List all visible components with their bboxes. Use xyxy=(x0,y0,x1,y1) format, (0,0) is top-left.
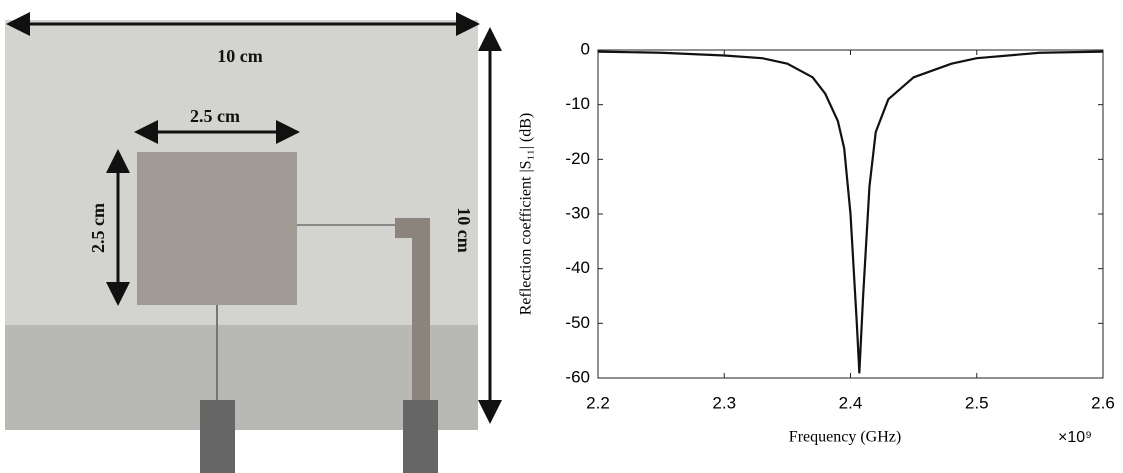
x-multiplier: ×10⁹ xyxy=(1058,429,1092,446)
y-tick-label: -20 xyxy=(565,149,590,168)
figure: 10 cm 2.5 cm 2.5 cm 10 cm Frequency (GHz… xyxy=(0,0,1123,473)
x-tick-label: 2.3 xyxy=(712,393,736,412)
x-axis-label: Frequency (GHz) xyxy=(789,429,901,446)
dimension-label: 2.5 cm xyxy=(190,106,240,126)
page: 10 cm 2.5 cm 2.5 cm 10 cm Frequency (GHz… xyxy=(0,0,1123,473)
y-tick-label: -40 xyxy=(565,258,590,277)
x-tick-label: 2.2 xyxy=(586,393,610,412)
x-tick-label: 2.4 xyxy=(839,393,863,412)
x-tick-label: 2.5 xyxy=(965,393,989,412)
patch xyxy=(137,152,297,305)
y-tick-label: -60 xyxy=(565,367,590,386)
y-tick-label: -30 xyxy=(565,203,590,222)
dimension-label: 10 cm xyxy=(217,46,262,66)
x-tick-label: 2.6 xyxy=(1091,393,1115,412)
connector xyxy=(200,400,235,473)
dimension-label: 2.5 cm xyxy=(88,203,108,253)
y-tick-label: -10 xyxy=(565,94,590,113)
connector xyxy=(403,400,438,473)
y-axis-label: Reflection coefficient |S₁₁| (dB) xyxy=(518,113,535,316)
y-tick-label: 0 xyxy=(581,39,590,58)
antenna-photo: 10 cm 2.5 cm 2.5 cm 10 cm xyxy=(5,20,490,473)
strip xyxy=(412,225,430,405)
dimension-label: 10 cm xyxy=(454,207,474,252)
data-line xyxy=(598,52,1103,373)
y-tick-label: -50 xyxy=(565,313,590,332)
